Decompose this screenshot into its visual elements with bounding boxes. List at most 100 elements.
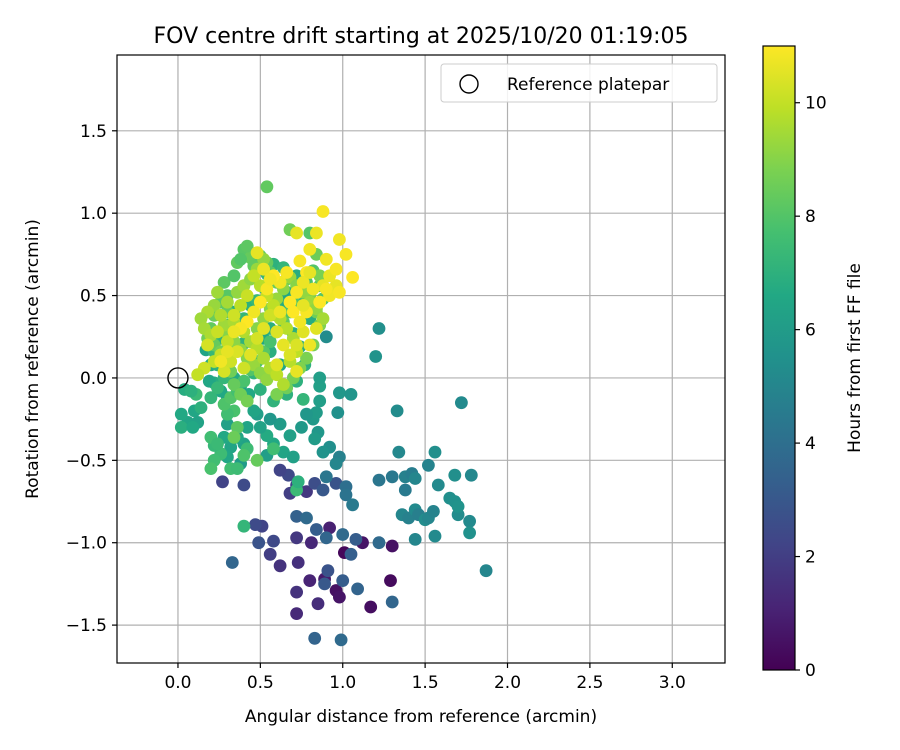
data-point [263,335,277,349]
legend: Reference platepar [440,63,718,103]
data-point [364,600,378,614]
y-tick-label: −1.0 [66,534,107,554]
data-point [351,582,364,596]
data-point [194,312,208,325]
data-point [270,325,284,339]
data-point [319,252,333,266]
data-point [194,401,208,414]
colorbar-tick-label: 4 [805,434,816,454]
data-point [273,463,287,477]
data-point [260,282,274,296]
data-point [427,505,440,518]
data-point [273,305,287,319]
data-point [225,556,239,569]
data-point [260,373,274,386]
data-point [253,421,267,434]
data-points [174,180,493,647]
data-point [369,350,383,363]
data-point [277,338,290,352]
data-point [300,351,313,365]
data-point [263,547,277,561]
data-point [227,269,241,283]
data-point [318,577,331,591]
colorbar-tick-label: 6 [805,321,816,341]
data-point [305,536,318,550]
data-point [273,417,287,431]
data-point [451,500,465,513]
data-point [184,384,198,398]
data-point [280,322,294,335]
data-point [230,421,244,434]
data-point [224,440,238,454]
data-point [237,361,251,375]
data-point [204,391,218,405]
data-point [293,315,307,329]
x-tick-label: 3.0 [659,673,686,693]
data-point [286,450,300,464]
y-tick-label: −0.5 [66,451,107,471]
reference-platepar-marker [167,367,189,389]
data-point [230,345,244,358]
data-point [296,393,310,406]
data-point [257,262,270,276]
data-point [221,295,234,309]
data-point [224,355,238,368]
data-point [310,226,323,240]
data-point [191,368,205,382]
data-point [296,325,310,339]
data-point [267,534,280,548]
data-point [319,531,333,545]
data-point [303,338,317,352]
data-point [237,519,251,533]
data-point [316,483,330,497]
colorbar-tick-label: 0 [805,661,816,681]
data-point [455,396,468,410]
data-point [333,233,346,246]
y-tick-label: 1.5 [80,122,107,142]
data-point [329,262,343,276]
data-point [270,368,284,382]
data-point [372,536,386,550]
data-point [308,432,322,446]
data-point [333,386,346,400]
data-point [448,468,462,482]
data-point [336,528,350,541]
data-point [214,308,228,322]
data-point [316,445,330,459]
legend-marker-icon [459,74,479,94]
data-point [296,276,310,289]
colorbar-ticks: 0 2 4 6 8 10 [795,94,827,681]
data-point [408,533,422,546]
data-point [211,381,224,395]
x-tick-label: 0.5 [247,673,274,693]
data-point [174,421,188,434]
data-point [240,239,254,253]
data-point [300,485,313,498]
data-point [221,335,234,349]
data-point [372,322,386,335]
y-tick-label: 1.0 [80,204,107,224]
data-point [221,345,234,358]
data-point [252,536,266,550]
y-axis-ticks: −1.5 −1.0 −0.5 0.0 0.5 1.0 1.5 [66,122,117,636]
data-point [283,295,297,309]
data-point [290,338,303,352]
data-point [295,421,308,434]
data-point [270,388,284,401]
data-point [339,248,353,261]
data-point [244,348,257,362]
data-point [339,488,353,502]
data-point [329,477,343,490]
data-point [384,574,397,587]
data-point [257,322,270,335]
data-point [346,498,359,512]
data-point [479,564,493,578]
data-point [334,633,348,647]
chart-title: FOV centre drift starting at 2025/10/20 … [154,24,689,49]
data-point [267,442,280,456]
data-point [227,378,241,391]
data-point [372,473,386,487]
data-point [290,226,303,240]
data-point [323,521,336,535]
data-point [283,429,297,442]
